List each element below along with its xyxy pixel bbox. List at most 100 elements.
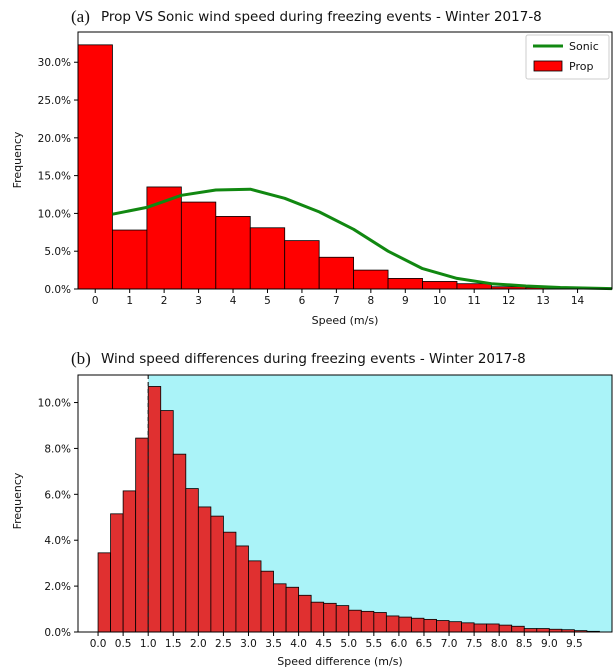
panel-b-x-tick-label: 0.5 xyxy=(115,638,132,650)
panel-b-bar xyxy=(498,624,513,633)
panel-b-x-axis-label: Speed difference (m/s) xyxy=(277,655,402,668)
panel-b-bar xyxy=(223,531,237,633)
panel-b-x-tick-label: 4.0 xyxy=(290,638,307,650)
panel-b-y-tick-label: 2.0% xyxy=(44,581,71,593)
panel-a-x-tick-label: 3 xyxy=(195,295,202,307)
panel-b-bar xyxy=(511,625,525,633)
panel-b-bar xyxy=(461,622,475,633)
panel-a-y-tick-label: 30.0% xyxy=(38,57,71,69)
panel-a-y-tick-label: 25.0% xyxy=(38,95,71,107)
panel-a-bar xyxy=(422,281,458,290)
panel-a-x-tick-label: 7 xyxy=(333,295,340,307)
panel-b-bar xyxy=(248,560,262,633)
panel-b-x-tick-label: 9.5 xyxy=(566,638,583,650)
panel-b-label: (b) xyxy=(71,349,91,368)
panel-b: (b) Wind speed differences during freezi… xyxy=(11,349,613,668)
panel-a-bar xyxy=(456,283,492,290)
panel-a-x-tick-label: 14 xyxy=(571,295,585,307)
legend-prop-label: Prop xyxy=(569,60,593,73)
panel-b-bar xyxy=(235,545,249,633)
panel-a-sonic-line xyxy=(112,187,613,291)
panel-b-x-tick-label: 2.0 xyxy=(190,638,207,650)
panel-a-label: (a) xyxy=(71,7,90,26)
panel-a-bar xyxy=(353,269,389,290)
panel-b-bar xyxy=(473,623,488,633)
panel-a-x-tick-label: 1 xyxy=(126,295,133,307)
panel-b-x-tick-label: 2.5 xyxy=(215,638,232,650)
panel-b-y-axis-label: Frequency xyxy=(11,472,24,529)
panel-b-x-tick-label: 8.5 xyxy=(516,638,533,650)
panel-a-bar xyxy=(284,240,320,290)
panel-a-bar xyxy=(249,227,286,290)
panel-b-bar xyxy=(298,594,312,633)
panel-b-bar xyxy=(185,488,199,633)
panel-b-bar xyxy=(360,610,375,633)
panel-a-x-tick-label: 11 xyxy=(468,295,481,307)
panel-b-x-tick-label: 6.5 xyxy=(416,638,433,650)
panel-b-x-tick-label: 1.5 xyxy=(165,638,182,650)
panel-b-bar xyxy=(335,605,350,633)
panel-b-x-tick-label: 4.5 xyxy=(315,638,332,650)
panel-b-y-tick-label: 6.0% xyxy=(44,489,71,501)
panel-b-bar xyxy=(310,601,325,633)
panel-b-title: Wind speed differences during freezing e… xyxy=(101,351,526,367)
panel-b-x-tick-label: 6.0 xyxy=(391,638,408,650)
panel-b-bar xyxy=(172,453,187,633)
panel-b-bar xyxy=(147,386,162,633)
panel-a-bar xyxy=(77,44,113,290)
panel-b-x-tick-label: 8.0 xyxy=(491,638,508,650)
panel-a-y-tick-label: 0.0% xyxy=(44,284,71,296)
panel-b-x-tick-label: 1.0 xyxy=(140,638,157,650)
panel-a-y-tick-label: 5.0% xyxy=(44,246,71,258)
panel-a-x-tick-label: 13 xyxy=(536,295,549,307)
panel-a-x-axis-label: Speed (m/s) xyxy=(312,314,379,327)
panel-a-x-tick-label: 10 xyxy=(433,295,446,307)
panel-b-bar xyxy=(348,609,362,633)
panel-b-bar xyxy=(448,621,462,633)
panel-b-bar xyxy=(398,616,412,633)
panel-a-x-tick-label: 8 xyxy=(367,295,374,307)
panel-b-x-tick-label: 5.5 xyxy=(365,638,382,650)
panel-a-y-tick-label: 20.0% xyxy=(38,133,71,145)
panel-b-bar xyxy=(97,552,111,633)
panel-a-x-tick-label: 2 xyxy=(161,295,168,307)
panel-b-bar xyxy=(436,620,450,633)
panel-b-y-tick-label: 4.0% xyxy=(44,535,71,547)
panel-b-bar xyxy=(523,628,538,633)
panel-b-bar xyxy=(536,628,550,633)
panel-b-x-tick-label: 9.0 xyxy=(541,638,558,650)
panel-a-plot-area: 0.0%5.0%10.0%15.0%20.0%25.0%30.0%0 1 2 3 4 5 6… xyxy=(38,31,613,307)
panel-b-bar xyxy=(260,570,274,633)
panel-b-y-tick-label: 0.0% xyxy=(44,627,71,639)
panel-b-x-tick-label: 3.5 xyxy=(265,638,282,650)
panel-a-x-tick-label: 9 xyxy=(402,295,409,307)
panel-b-bar xyxy=(373,612,387,633)
panel-b-y-tick-label: 8.0% xyxy=(44,443,71,455)
panel-b-bar xyxy=(210,515,224,633)
panel-a-bar xyxy=(318,256,355,290)
panel-b-bar xyxy=(486,623,500,633)
panel-a-legend: Sonic Prop xyxy=(525,34,610,80)
panel-b-bar xyxy=(423,618,437,633)
panel-a-x-tick-label: 5 xyxy=(264,295,271,307)
panel-a-x-tick-label: 0 xyxy=(92,295,99,307)
panel-a-bar xyxy=(180,201,217,290)
legend-prop-swatch xyxy=(533,60,563,72)
panel-b-bar xyxy=(385,615,400,633)
panel-a-bar xyxy=(387,278,423,290)
panel-a-x-tick-label: 6 xyxy=(299,295,306,307)
panel-b-bar xyxy=(110,513,124,633)
panel-b-bar xyxy=(122,490,137,633)
panel-b-x-tick-label: 0.0 xyxy=(90,638,107,650)
panel-a-y-axis-label: Frequency xyxy=(11,131,24,188)
panel-b-bar xyxy=(273,583,287,633)
panel-b-x-tick-label: 5.0 xyxy=(340,638,357,650)
panel-a: (a) Prop VS Sonic wind speed during free… xyxy=(11,7,613,327)
panel-b-y-tick-label: 10.0% xyxy=(38,398,71,410)
panel-b-bar xyxy=(411,617,425,633)
panel-b-x-tick-label: 7.5 xyxy=(466,638,483,650)
panel-b-bar xyxy=(323,602,337,633)
legend-sonic-label: Sonic xyxy=(569,40,599,53)
